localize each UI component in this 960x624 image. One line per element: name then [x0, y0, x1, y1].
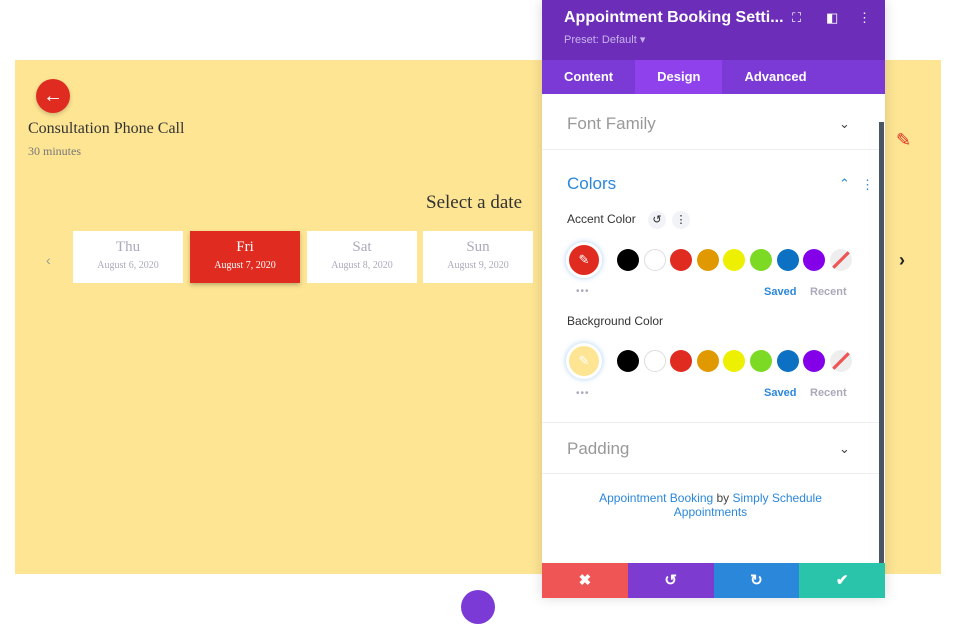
- simply-schedule-link[interactable]: Simply Schedule Appointments: [673, 491, 822, 519]
- panel-title: Appointment Booking Setti...: [564, 9, 784, 26]
- recent-colors-tab[interactable]: Recent: [810, 387, 847, 399]
- color-swatch[interactable]: [643, 249, 666, 271]
- reset-icon[interactable]: ↺: [648, 211, 666, 229]
- tab-design[interactable]: Design: [635, 60, 723, 94]
- font-family-label: Font Family: [567, 114, 656, 133]
- panel-tabs: Content Design Advanced: [542, 60, 885, 94]
- day-card[interactable]: Sun August 9, 2020: [423, 231, 533, 283]
- day-name: Thu: [115, 239, 141, 255]
- color-swatch[interactable]: [723, 350, 746, 372]
- undo-icon: ↺: [664, 572, 677, 589]
- day-card[interactable]: Sat August 8, 2020: [307, 231, 417, 283]
- back-button[interactable]: ←: [36, 79, 70, 113]
- day-card-selected[interactable]: Fri August 7, 2020: [190, 231, 300, 283]
- day-name: Sat: [352, 239, 372, 255]
- padding-label: Padding: [567, 439, 630, 458]
- background-color-picker[interactable]: ✎: [566, 343, 602, 379]
- padding-toggle[interactable]: Padding ⌄: [542, 422, 879, 474]
- background-color-label: Background Color: [567, 314, 664, 328]
- color-swatch[interactable]: [750, 249, 772, 271]
- more-options-icon[interactable]: ⋮: [672, 211, 690, 229]
- settings-panel: Appointment Booking Setti... Preset: Def…: [542, 0, 885, 598]
- recent-colors-tab[interactable]: Recent: [810, 286, 847, 298]
- select-date-heading: Select a date: [426, 192, 523, 213]
- saved-colors-tab[interactable]: Saved: [764, 286, 797, 298]
- chevron-right-icon[interactable]: ›: [899, 250, 905, 270]
- credit-by: by: [713, 491, 733, 505]
- appointment-title: Consultation Phone Call: [28, 120, 185, 137]
- accent-color-label: Accent Color: [567, 212, 636, 226]
- color-swatch[interactable]: [750, 350, 772, 372]
- accent-color-picker[interactable]: ✎: [566, 242, 602, 278]
- discard-button[interactable]: ✖: [542, 563, 628, 598]
- tab-content[interactable]: Content: [564, 69, 614, 84]
- more-dots-icon[interactable]: •••: [576, 286, 590, 297]
- credit-text: Appointment Booking by Simply Schedule A…: [542, 491, 879, 519]
- color-swatch[interactable]: [617, 350, 639, 372]
- add-module-button[interactable]: [461, 590, 495, 624]
- fullscreen-icon[interactable]: ⛶: [792, 10, 802, 25]
- redo-button[interactable]: ↻: [713, 563, 800, 598]
- colors-heading[interactable]: Colors: [567, 174, 617, 193]
- no-color-swatch[interactable]: [829, 350, 852, 372]
- day-date: August 7, 2020: [214, 260, 276, 271]
- day-name: Sun: [466, 239, 490, 255]
- more-options-icon[interactable]: ⋮: [858, 10, 871, 25]
- color-swatch[interactable]: [643, 350, 666, 372]
- chevron-down-icon: ⌄: [839, 116, 850, 131]
- color-swatch[interactable]: [803, 249, 826, 271]
- color-swatch[interactable]: [696, 350, 719, 372]
- eyedropper-icon: ✎: [578, 353, 590, 368]
- font-family-toggle[interactable]: Font Family ⌄: [542, 94, 879, 150]
- no-color-swatch[interactable]: [829, 249, 852, 271]
- tab-advanced[interactable]: Advanced: [744, 69, 807, 84]
- chevron-down-icon: ⌄: [839, 441, 850, 456]
- color-swatch[interactable]: [696, 249, 719, 271]
- day-name: Fri: [236, 239, 254, 255]
- eyedropper-icon: ✎: [578, 252, 590, 267]
- appointment-duration: 30 minutes: [28, 144, 81, 158]
- color-swatch[interactable]: [723, 249, 746, 271]
- scrollbar[interactable]: [879, 122, 884, 563]
- saved-colors-tab[interactable]: Saved: [764, 387, 797, 399]
- day-card[interactable]: Thu August 6, 2020: [73, 231, 183, 283]
- color-swatch[interactable]: [617, 249, 639, 271]
- panel-footer: ✖ ↺ ↻ ✔: [542, 563, 885, 598]
- color-swatch[interactable]: [670, 249, 693, 271]
- more-dots-icon[interactable]: •••: [576, 388, 590, 399]
- chevron-up-icon[interactable]: ⌃: [839, 176, 850, 191]
- check-icon: ✔: [835, 572, 849, 589]
- redo-icon: ↻: [750, 572, 763, 589]
- color-swatch[interactable]: [776, 350, 799, 372]
- undo-button[interactable]: ↺: [627, 563, 714, 598]
- more-options-icon[interactable]: ⋮: [861, 177, 874, 192]
- day-date: August 9, 2020: [447, 260, 509, 271]
- color-swatch[interactable]: [803, 350, 826, 372]
- color-swatch[interactable]: [670, 350, 693, 372]
- save-button[interactable]: ✔: [799, 563, 885, 598]
- close-icon: ✖: [578, 572, 592, 589]
- arrow-left-icon: ←: [43, 84, 63, 107]
- preset-dropdown[interactable]: Preset: Default ▾: [564, 34, 646, 46]
- color-swatch[interactable]: [776, 249, 799, 271]
- pencil-icon[interactable]: ✎: [896, 130, 912, 150]
- chevron-left-icon[interactable]: ‹: [46, 252, 51, 268]
- day-date: August 6, 2020: [97, 260, 159, 271]
- day-date: August 8, 2020: [331, 260, 393, 271]
- appointment-booking-link[interactable]: Appointment Booking: [599, 491, 714, 505]
- sidebar-toggle-icon[interactable]: ◧: [826, 10, 839, 25]
- panel-header: Appointment Booking Setti... Preset: Def…: [542, 0, 885, 60]
